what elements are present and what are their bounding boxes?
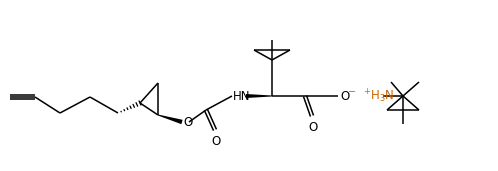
Polygon shape (158, 115, 183, 124)
Text: $^{+}$H$_3$N: $^{+}$H$_3$N (363, 87, 394, 105)
Text: HN: HN (233, 89, 250, 102)
Polygon shape (246, 94, 272, 98)
Text: O: O (308, 121, 318, 134)
Text: −: − (348, 87, 356, 97)
Text: O: O (183, 115, 192, 128)
Text: O: O (340, 89, 349, 102)
Text: O: O (211, 135, 221, 148)
